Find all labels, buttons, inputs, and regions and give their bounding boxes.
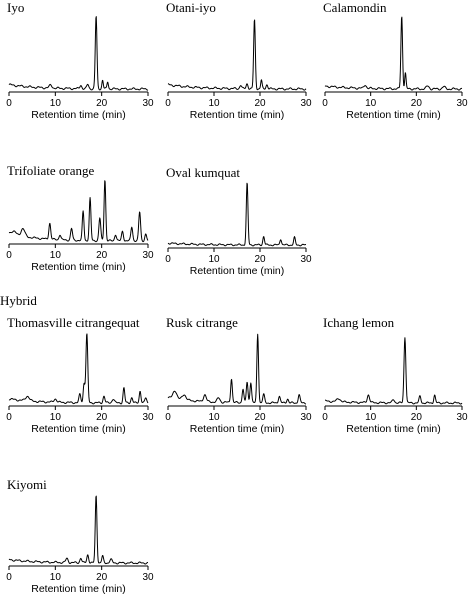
x-tick-label: 20 — [254, 254, 266, 265]
x-tick-label: 20 — [411, 412, 423, 423]
x-tick-label: 20 — [96, 250, 108, 261]
panel-title: Kiyomi — [7, 477, 47, 492]
x-tick-label: 10 — [208, 412, 220, 423]
chromatogram-panel: Trifoliate orange 0 10 20 30 Retention time (… — [6, 163, 154, 273]
x-tick-label: 10 — [208, 254, 220, 265]
panel-title: Otani-iyo — [166, 0, 216, 15]
x-tick-label: 10 — [365, 412, 377, 423]
x-tick-label: 30 — [142, 98, 154, 109]
chromatogram-panel: Calamondin 0 10 20 30 Retention time (min) — [322, 0, 468, 121]
chromatogram-trace — [8, 16, 149, 91]
x-tick-label: 20 — [96, 572, 108, 583]
panel-title: Rusk citrange — [166, 315, 238, 330]
x-axis-title: Retention time (min) — [190, 265, 285, 277]
x-axis-title: Retention time (min) — [31, 583, 126, 595]
chromatogram-trace — [8, 180, 149, 243]
chromatogram-trace — [324, 337, 463, 405]
x-tick-label: 0 — [6, 98, 12, 109]
x-tick-label: 20 — [254, 98, 266, 109]
x-tick-label: 10 — [365, 98, 377, 109]
chromatogram-trace — [324, 16, 463, 91]
x-tick-label: 30 — [456, 412, 468, 423]
chromatogram-trace — [167, 19, 307, 91]
panel-title: Iyo — [7, 0, 24, 15]
x-tick-label: 0 — [165, 254, 171, 265]
panel-title: Trifoliate orange — [7, 163, 94, 178]
x-tick-label: 30 — [300, 98, 312, 109]
x-tick-label: 0 — [165, 98, 171, 109]
x-tick-label: 10 — [50, 98, 62, 109]
chromatogram-panel: Kiyomi 0 10 20 30 Retention time (min) — [6, 477, 154, 595]
x-axis-title: Retention time (min) — [346, 423, 441, 435]
chromatogram-panel: Ichang lemon 0 10 20 30 Retention time (min) — [322, 315, 468, 435]
x-axis-title: Retention time (min) — [31, 423, 126, 435]
x-axis-title: Retention time (min) — [190, 423, 285, 435]
chromatogram-panel: Thomasville citrangequat 0 10 20 30 Retention… — [6, 315, 154, 435]
chromatogram-trace — [8, 495, 149, 565]
x-tick-label: 0 — [165, 412, 171, 423]
x-axis-title: Retention time (min) — [31, 261, 126, 273]
x-tick-label: 30 — [142, 572, 154, 583]
x-tick-label: 20 — [411, 98, 423, 109]
x-tick-label: 30 — [142, 412, 154, 423]
x-tick-label: 10 — [50, 412, 62, 423]
hybrid-section-label: Hybrid — [0, 293, 37, 308]
x-tick-label: 0 — [6, 572, 12, 583]
x-tick-label: 30 — [300, 412, 312, 423]
x-tick-label: 30 — [300, 254, 312, 265]
chromatogram-trace — [8, 333, 149, 405]
x-axis-title: Retention time (min) — [190, 109, 285, 121]
x-tick-label: 20 — [254, 412, 266, 423]
x-tick-label: 0 — [6, 250, 12, 261]
x-tick-label: 30 — [456, 98, 468, 109]
x-tick-label: 10 — [208, 98, 220, 109]
x-tick-label: 20 — [96, 98, 108, 109]
chromatogram-trace — [167, 333, 307, 405]
x-axis-title: Retention time (min) — [346, 109, 441, 121]
x-tick-label: 10 — [50, 250, 62, 261]
panel-title: Thomasville citrangequat — [7, 315, 140, 330]
x-tick-label: 20 — [96, 412, 108, 423]
x-tick-label: 0 — [322, 98, 328, 109]
x-tick-label: 0 — [322, 412, 328, 423]
panel-title: Calamondin — [323, 0, 387, 15]
chromatogram-panel: Oval kumquat 0 10 20 30 Retention time (min) — [165, 165, 312, 277]
chromatogram-trace — [167, 182, 307, 247]
panel-title: Ichang lemon — [323, 315, 395, 330]
x-tick-label: 10 — [50, 572, 62, 583]
chromatogram-panel: Rusk citrange 0 10 20 30 Retention time (min) — [165, 315, 312, 435]
x-tick-label: 30 — [142, 250, 154, 261]
x-axis-title: Retention time (min) — [31, 109, 126, 121]
x-tick-label: 0 — [6, 412, 12, 423]
chromatogram-panel: Otani-iyo 0 10 20 30 Retention time (min) — [165, 0, 312, 121]
panel-title: Oval kumquat — [166, 165, 240, 180]
chromatogram-panel: Iyo 0 10 20 30 Retention time (min) — [6, 0, 154, 121]
